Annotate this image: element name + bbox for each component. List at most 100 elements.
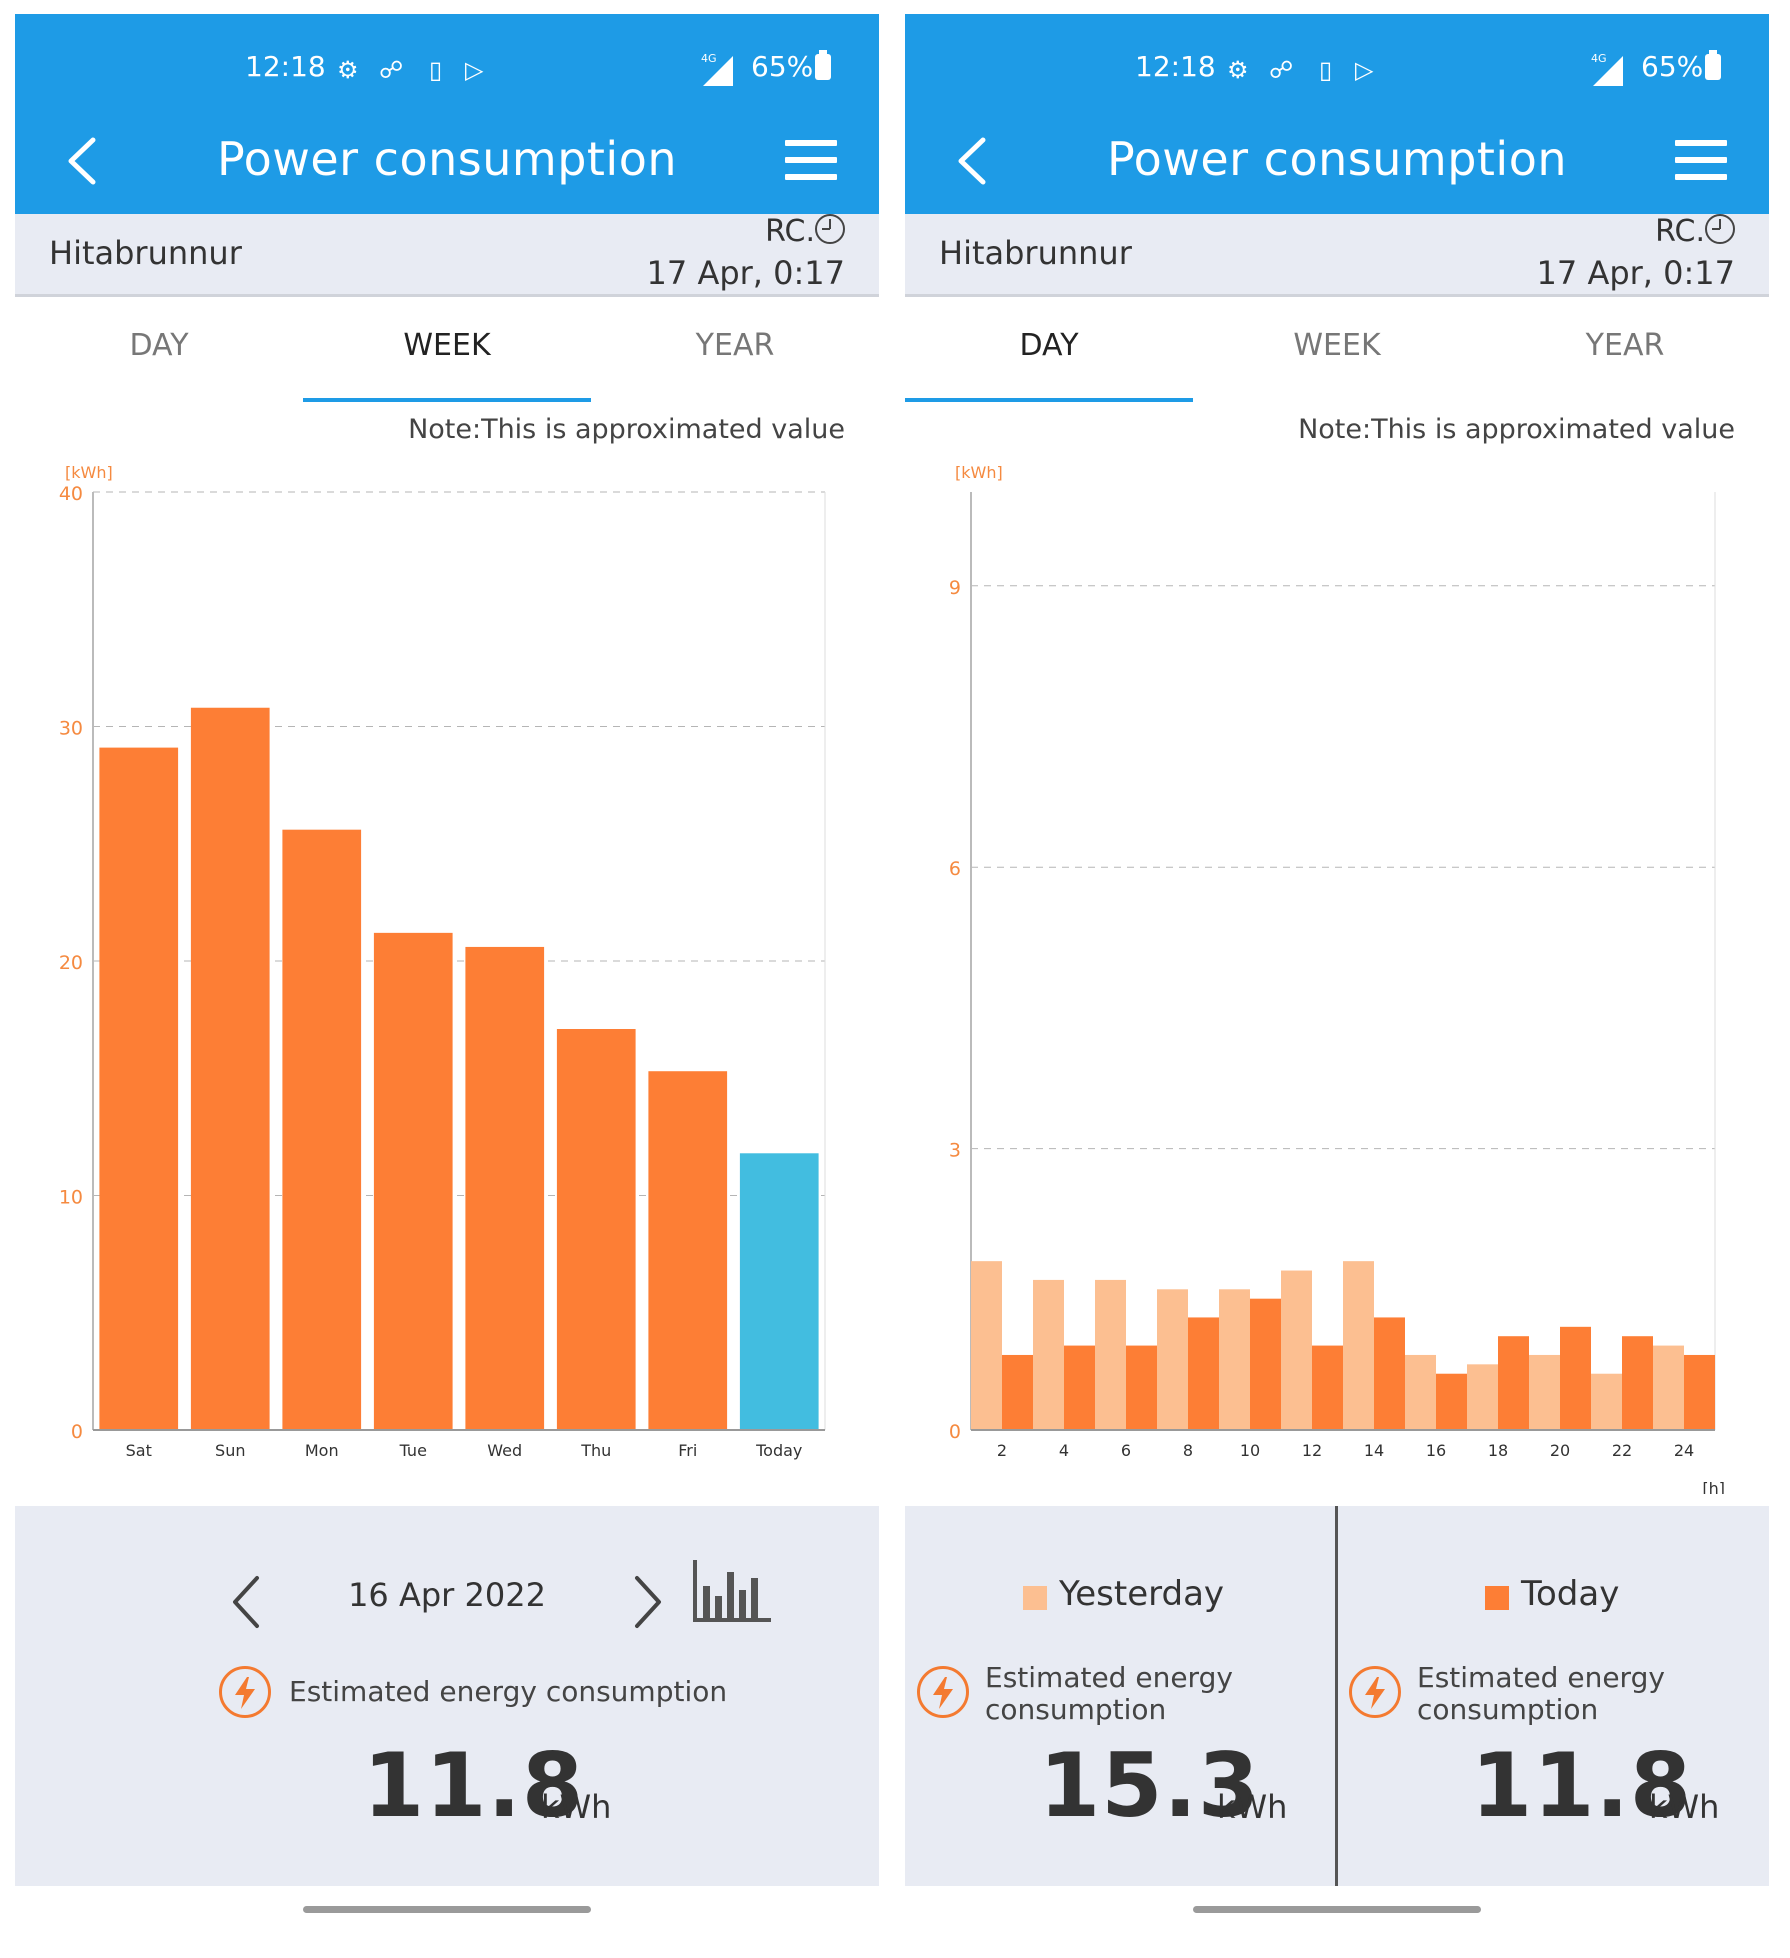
bar-yesterday-4 [1033,1279,1064,1430]
bar-today-8 [1188,1317,1219,1430]
y-tick-label: 0 [949,1421,961,1443]
today-energy-unit: kWh [1649,1788,1720,1826]
y-tick-label: 40 [59,483,83,505]
bar-today-18 [1498,1336,1529,1430]
x-tick-label: Sun [215,1441,245,1460]
menu-icon[interactable] [1675,140,1727,180]
back-arrow-icon[interactable] [949,134,999,188]
active-tab-indicator [303,398,591,402]
rc-timestamp: 17 Apr, 0:17 [646,254,845,292]
bar-today-2 [1002,1354,1033,1430]
tab-year[interactable]: YEAR [695,328,775,363]
clock-icon [1705,214,1735,244]
menu-icon[interactable] [785,140,837,180]
yesterday-estimated-label: Estimated energy consumption [985,1662,1233,1726]
x-tick-label: 20 [1550,1441,1570,1460]
tab-year[interactable]: YEAR [1585,328,1665,363]
device-info-bar: Hitabrunnur RC. 17 Apr, 0:17 [15,214,879,297]
tab-week[interactable]: WEEK [1293,328,1381,363]
settings-icon: ⚙ [337,56,359,84]
bar-yesterday-10 [1219,1289,1250,1430]
bar-wed [465,946,545,1430]
tab-day[interactable]: DAY [1019,328,1079,363]
missed-call-icon: ☍ [379,56,404,84]
home-indicator[interactable] [1193,1906,1481,1913]
bar-today-22 [1622,1336,1653,1430]
device-name: Hitabrunnur [49,234,242,272]
day-screen: 12:18 ⚙ ☍ ▯ ▷ 4G 65% Power consumption H… [905,14,1769,1934]
period-tabs: DAY WEEK YEAR [905,298,1769,404]
x-tick-label: 24 [1674,1441,1694,1460]
device-info-bar: Hitabrunnur RC. 17 Apr, 0:17 [905,214,1769,297]
y-tick-label: 0 [71,1421,83,1443]
app-bar: Power consumption [905,106,1769,214]
x-tick-label: Sat [126,1441,152,1460]
bar-today-24 [1684,1354,1715,1430]
y-tick-label: 3 [949,1140,961,1162]
bar-sun [190,707,270,1430]
rc-label: RC. [765,214,815,249]
x-tick-label: Fri [678,1441,697,1460]
status-time: 12:18 [245,50,326,83]
home-indicator[interactable] [303,1906,591,1913]
x-tick-label: Wed [487,1441,522,1460]
next-date-button[interactable] [627,1572,667,1632]
bar-yesterday-12 [1281,1270,1312,1430]
x-axis-unit-label: [h] [1702,1479,1725,1494]
bar-yesterday-22 [1591,1373,1622,1430]
approximation-note: Note:This is approximated value [408,414,845,445]
x-tick-label: 6 [1121,1441,1131,1460]
bar-yesterday-20 [1529,1354,1560,1430]
device-name: Hitabrunnur [939,234,1132,272]
bar-today-4 [1064,1345,1095,1430]
y-tick-label: 10 [59,1187,83,1209]
x-tick-label: Mon [305,1441,339,1460]
bar-tue [373,932,453,1430]
bar-yesterday-24 [1653,1345,1684,1430]
bar-today [739,1153,819,1430]
x-tick-label: 2 [997,1441,1007,1460]
summary-panel: Yesterday Today Estimated energy consump… [905,1506,1769,1886]
missed-call-icon: ☍ [1269,56,1294,84]
energy-bolt-icon [219,1666,271,1718]
bar-mon [282,829,362,1430]
x-tick-label: 14 [1364,1441,1384,1460]
bar-yesterday-14 [1343,1261,1374,1430]
status-bar: 12:18 ⚙ ☍ ▯ ▷ 4G 65% [905,14,1769,106]
bar-fri [648,1071,728,1430]
today-legend-label: Today [1521,1574,1620,1614]
x-tick-label: 12 [1302,1441,1322,1460]
today-energy-value: 11.8 [1471,1734,1693,1837]
x-tick-label: Today [755,1441,802,1460]
energy-value: 11.8 [363,1734,585,1837]
x-tick-label: 18 [1488,1441,1508,1460]
y-tick-label: 20 [59,952,83,974]
back-arrow-icon[interactable] [59,134,109,188]
x-tick-label: Tue [399,1441,427,1460]
phone-icon: ▯ [1319,56,1333,84]
previous-date-button[interactable] [227,1572,267,1632]
rc-status: RC. [765,214,845,249]
y-tick-label: 9 [949,577,961,599]
today-legend-swatch [1485,1586,1509,1610]
bar-yesterday-18 [1467,1364,1498,1430]
phone-icon: ▯ [429,56,443,84]
selected-date: 16 Apr 2022 [348,1576,546,1614]
signal-icon [1593,56,1623,86]
x-tick-label: 4 [1059,1441,1069,1460]
week-screen: 12:18 ⚙ ☍ ▯ ▷ 4G 65% Power consumption H… [15,14,879,1934]
approximation-note: Note:This is approximated value [1298,414,1735,445]
yesterday-energy-value: 15.3 [1039,1734,1261,1837]
bar-today-12 [1312,1345,1343,1430]
bar-yesterday-8 [1157,1289,1188,1430]
bar-chart-icon[interactable] [691,1560,773,1624]
x-tick-label: 22 [1612,1441,1632,1460]
active-tab-indicator [905,398,1193,402]
yesterday-estimated-line2: consumption [985,1693,1167,1726]
bar-yesterday-6 [1095,1279,1126,1430]
yesterday-estimated-line1: Estimated energy [985,1661,1233,1694]
x-tick-label: 16 [1426,1441,1446,1460]
tab-week[interactable]: WEEK [403,328,491,363]
tab-day[interactable]: DAY [129,328,189,363]
